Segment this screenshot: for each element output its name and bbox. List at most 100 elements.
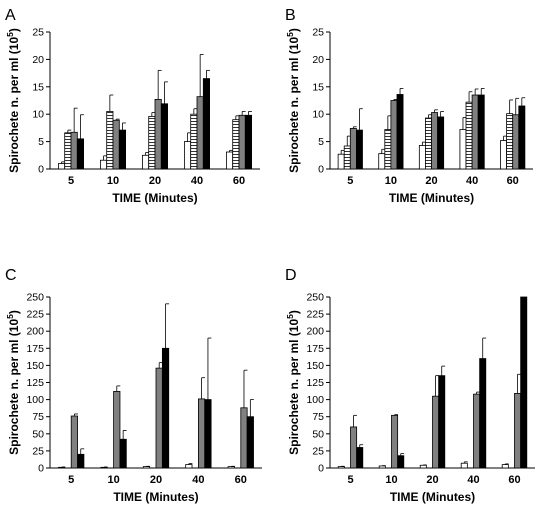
bar-white [419,464,427,469]
panel-letter: B [285,7,296,24]
x-tick-label: 20 [425,175,437,187]
bar-black [355,129,363,170]
x-tick-label: 5 [68,474,74,486]
panel-letter: D [285,267,297,284]
y-tick-label: 150 [26,360,44,372]
bar-gray [196,96,204,170]
y-tick-label: 75 [312,411,324,423]
bar-black [76,138,85,170]
y-tick-label: 10 [32,109,44,121]
y-axis-label: Spirochete n. per ml (105) [5,310,21,455]
bar-black [204,399,212,469]
bar-gray [391,414,399,469]
bar-gray [349,128,357,170]
y-tick-label: 125 [26,377,44,389]
bar-white [100,466,108,469]
bar-gray [471,94,479,170]
y-tick-label: 25 [32,27,44,39]
x-tick-label: 60 [508,474,520,486]
bar-white [227,466,235,469]
bar-white [183,141,192,170]
bar-gray [154,99,162,170]
x-tick-label: 40 [467,474,479,486]
y-tick-label: 175 [306,343,324,355]
y-tick-label: 200 [306,326,324,338]
bar-black [396,94,404,170]
bar-black [477,94,485,170]
bar-gray [432,395,440,469]
x-axis-label: TIME (Minutes) [113,490,198,504]
bar-white [500,140,508,170]
y-tick-label: 225 [306,309,324,321]
bar-gray [113,390,121,469]
y-tick-label: 250 [26,292,44,304]
bar-hatched [190,113,198,170]
y-axis-label-exponent: 5 [285,32,295,37]
y-tick-label: 175 [26,343,44,355]
x-tick-label: 60 [233,175,245,187]
x-axis-label: TIME (Minutes) [390,490,475,504]
bar-black [160,103,169,170]
bar-white [378,153,386,170]
y-tick-label: 20 [32,54,44,66]
x-tick-label: 60 [235,474,247,486]
bar-white [418,145,426,170]
bar-black [77,453,85,469]
bar-white [337,153,345,170]
y-axis-label: Spirochete n. per ml (105) [285,28,301,173]
bar-hatched [425,117,432,170]
bar-white [141,154,150,170]
bar-black [518,105,526,170]
y-axis-label: Spirochete n. per ml (105) [285,310,301,455]
y-tick-label: 25 [312,27,324,39]
bar-gray [112,119,120,170]
bar-white [100,159,108,170]
y-axis-label-exponent: 5 [5,32,15,37]
bar-white [225,151,234,170]
bar-hatched [465,101,473,170]
y-axis-label-close: ) [7,310,21,314]
x-tick-label: 5 [347,175,353,187]
panel-d: D 0 25 50 75 100 125 150 175 200 225 250 Spirochete … [285,267,535,504]
y-tick-label: 25 [32,445,44,457]
y-tick-label: 25 [312,445,324,457]
y-tick-label: 125 [306,377,324,389]
y-tick-label: 0 [38,164,44,176]
x-tick-label: 5 [347,474,353,486]
y-tick-label: 5 [318,136,324,148]
y-tick-label: 50 [32,428,44,440]
y-tick-label: 50 [312,428,324,440]
bar-hatched [506,113,514,170]
y-tick-label: 250 [306,292,324,304]
bar-gray [70,415,78,469]
bar-gray [390,100,398,170]
y-axis-label-close: ) [287,28,301,32]
bar-gray [512,114,520,170]
x-tick-label: 20 [426,474,438,486]
bar-gray [238,114,246,170]
x-tick-label: 5 [68,175,74,187]
y-axis-label-text: Spirochete n. per ml (10 [7,37,21,173]
bar-white [460,462,468,469]
y-tick-label: 5 [38,136,44,148]
bar-black [520,296,528,469]
y-tick-label: 150 [306,360,324,372]
x-tick-label: 40 [192,474,204,486]
bar-hatched [384,129,392,170]
bar-black [437,116,445,170]
bar-gray [155,367,163,469]
bar-black [356,447,364,469]
x-tick-label: 60 [507,175,519,187]
x-tick-label: 10 [385,474,397,486]
bar-black [397,455,405,469]
bar-black [438,375,446,469]
panel-letter: C [5,267,17,284]
bar-gray [70,131,78,170]
bar-hatched [106,111,114,170]
bar-gray [197,398,206,469]
bar-hatched [148,115,156,170]
y-tick-label: 100 [306,394,324,406]
bar-gray [473,393,481,469]
